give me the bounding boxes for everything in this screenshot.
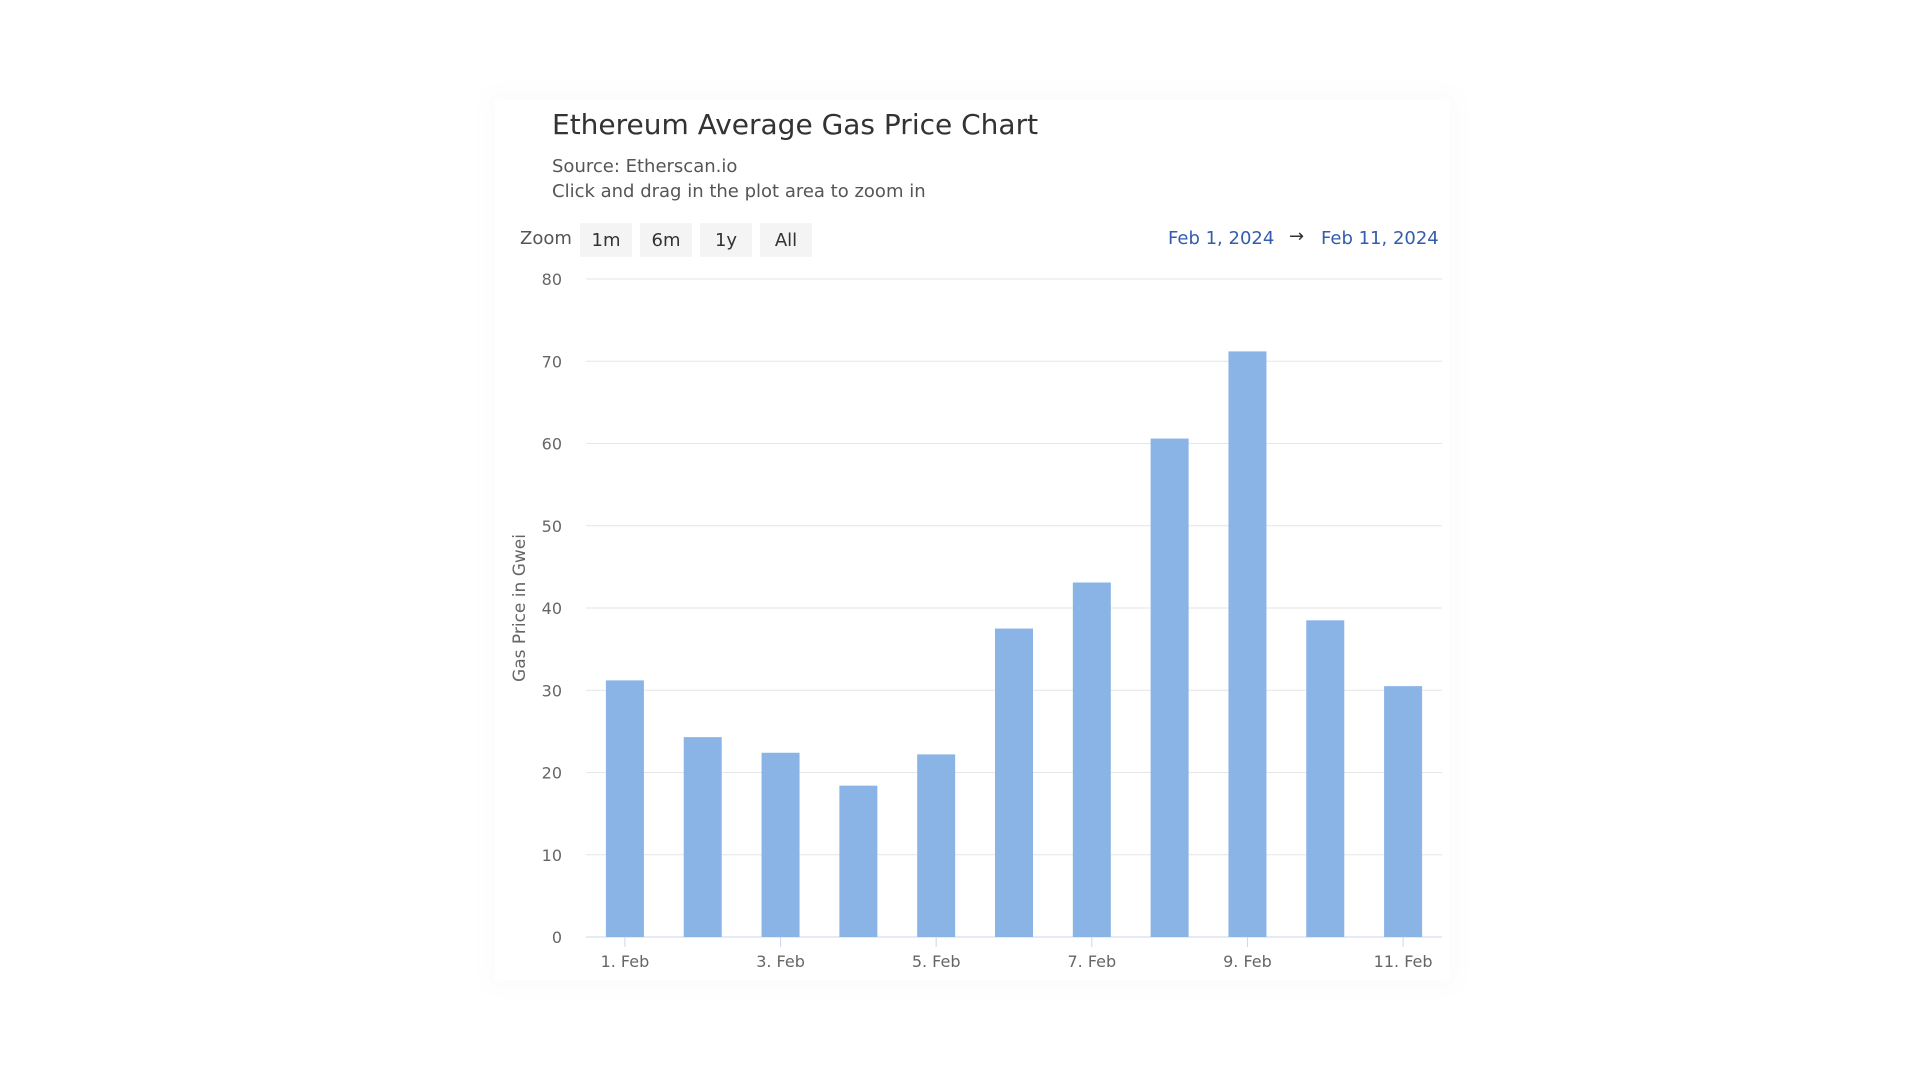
y-tick-label-70: 70 (542, 352, 562, 371)
chart-title: Ethereum Average Gas Price Chart (552, 108, 1039, 141)
x-tick-label-5-feb: 5. Feb (912, 952, 961, 971)
x-tick-label-1-feb: 1. Feb (601, 952, 650, 971)
bar-9-feb[interactable] (1228, 351, 1267, 937)
chart-zoom-hint: Click and drag in the plot area to zoom … (552, 181, 926, 202)
y-tick-label-0: 0 (552, 928, 562, 947)
y-tick-label-80: 80 (542, 270, 562, 289)
bar-10-feb[interactable] (1306, 620, 1345, 937)
bar-5-feb[interactable] (917, 754, 956, 937)
bar-2-feb[interactable] (683, 737, 722, 937)
range-from-date[interactable]: Feb 1, 2024 (1168, 228, 1275, 249)
bar-4-feb[interactable] (839, 785, 878, 937)
zoom-label: Zoom (520, 228, 572, 249)
zoom-all-button[interactable]: All (760, 223, 812, 257)
bar-8-feb[interactable] (1150, 438, 1189, 937)
y-tick-label-20: 20 (542, 764, 562, 783)
range-arrow-icon: → (1289, 226, 1305, 247)
y-tick-label-60: 60 (542, 435, 562, 454)
y-tick-label-30: 30 (542, 681, 562, 700)
chart-source: Source: Etherscan.io (552, 156, 738, 177)
x-tick-label-7-feb: 7. Feb (1067, 952, 1116, 971)
y-tick-label-50: 50 (542, 517, 562, 536)
bar-3-feb[interactable] (761, 752, 800, 937)
x-tick-label-3-feb: 3. Feb (756, 952, 805, 971)
zoom-1m-button[interactable]: 1m (580, 223, 632, 257)
bar-7-feb[interactable] (1072, 582, 1111, 937)
y-tick-label-10: 10 (542, 846, 562, 865)
range-to-date[interactable]: Feb 11, 2024 (1321, 228, 1439, 249)
bar-6-feb[interactable] (995, 628, 1033, 937)
y-axis-title: Gas Price in Gwei (510, 534, 530, 682)
x-tick-label-9-feb: 9. Feb (1223, 952, 1272, 971)
y-tick-label-40: 40 (542, 599, 562, 618)
bar-11-feb[interactable] (1384, 686, 1423, 937)
zoom-1y-button[interactable]: 1y (700, 223, 752, 257)
zoom-6m-button[interactable]: 6m (640, 223, 692, 257)
bar-1-feb[interactable] (605, 680, 644, 937)
x-tick-label-11-feb: 11. Feb (1374, 952, 1433, 971)
